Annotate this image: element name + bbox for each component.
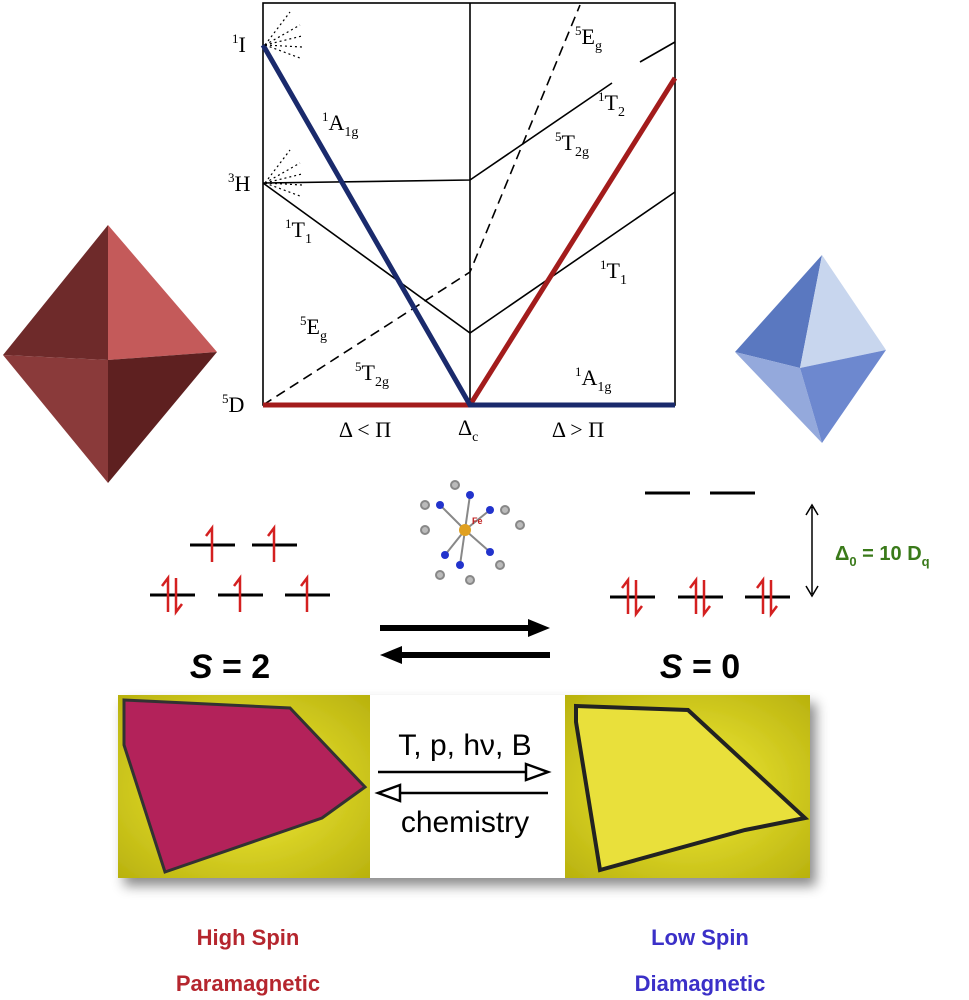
term-label: 5D bbox=[222, 391, 244, 417]
subscript: q bbox=[922, 554, 930, 569]
term-label: 5T2g bbox=[355, 359, 389, 390]
term-symbol: E bbox=[582, 24, 595, 49]
energy-diagram bbox=[260, 2, 678, 408]
term-label: 1T2 bbox=[598, 89, 625, 120]
term-label: 5T2g bbox=[555, 129, 589, 160]
label-part: = 10 D bbox=[857, 543, 922, 565]
equilibrium-arrows bbox=[380, 619, 550, 664]
subscript: 0 bbox=[849, 554, 856, 569]
term-label: Δc bbox=[458, 415, 478, 445]
term-label: 1A1g bbox=[322, 109, 358, 140]
octahedron-red bbox=[3, 225, 217, 483]
superscript: 3 bbox=[228, 170, 235, 185]
caption: Paramagnetic bbox=[176, 971, 320, 996]
term-symbol: T bbox=[562, 130, 576, 155]
subscript: c bbox=[472, 430, 478, 445]
caption: Diamagnetic bbox=[635, 971, 766, 996]
spin-state: S = 0 bbox=[660, 648, 740, 686]
molecule-label: Fe bbox=[472, 516, 483, 526]
term-label: 5Eg bbox=[575, 23, 602, 54]
term-symbol: T bbox=[362, 360, 376, 385]
superscript: 5 bbox=[222, 391, 229, 406]
term-symbol: I bbox=[239, 32, 246, 57]
term-line bbox=[262, 182, 676, 334]
electrons bbox=[161, 524, 778, 618]
term-symbol: H bbox=[235, 171, 251, 196]
term-label: 3H bbox=[228, 170, 251, 196]
term-symbol: A bbox=[582, 365, 598, 390]
term-line bbox=[639, 41, 676, 63]
superscript: 1 bbox=[575, 364, 582, 379]
term-label: 1T1 bbox=[285, 216, 312, 247]
superscript: 1 bbox=[232, 31, 239, 46]
term-label: 1A1g bbox=[575, 364, 611, 395]
subscript: g bbox=[320, 329, 327, 344]
term-line bbox=[262, 82, 613, 184]
diagram-frame bbox=[262, 2, 676, 406]
fan bbox=[264, 11, 303, 197]
region-label: Δ < Π bbox=[339, 417, 391, 442]
term-symbol: E bbox=[307, 314, 320, 339]
molecule bbox=[420, 480, 525, 585]
splitting-label: Δ0 = 10 Dq bbox=[835, 543, 930, 569]
superscript: 1 bbox=[322, 109, 329, 124]
subscript: g bbox=[595, 39, 602, 54]
subscript: 1g bbox=[597, 380, 611, 395]
term-symbol: T bbox=[605, 90, 619, 115]
superscript: 1 bbox=[600, 257, 607, 272]
superscript: 5 bbox=[355, 359, 362, 374]
superscript: 5 bbox=[575, 23, 582, 38]
term-label: 1I bbox=[232, 31, 246, 57]
high-spin-line bbox=[263, 76, 678, 408]
stimulus-arrows bbox=[374, 762, 552, 803]
subscript: 1 bbox=[620, 273, 627, 288]
superscript: 5 bbox=[555, 129, 562, 144]
superscript: 1 bbox=[285, 216, 292, 231]
term-symbol: T bbox=[607, 258, 621, 283]
term-line-dashed bbox=[262, 4, 581, 406]
spin-value: = 0 bbox=[683, 648, 741, 686]
superscript: 1 bbox=[598, 89, 605, 104]
spin-value: = 2 bbox=[213, 648, 271, 686]
spin-state: S = 2 bbox=[190, 648, 270, 686]
caption: High Spin bbox=[197, 925, 300, 950]
stimulus-label: chemistry bbox=[401, 806, 529, 839]
label-part: Δ bbox=[835, 543, 849, 565]
spin-symbol: S bbox=[190, 648, 213, 686]
photo-panel bbox=[118, 695, 810, 878]
subscript: 1 bbox=[305, 232, 312, 247]
caption: Low Spin bbox=[651, 925, 749, 950]
subscript: 2g bbox=[575, 145, 589, 160]
region-label: Δ > Π bbox=[552, 417, 604, 442]
term-symbol: T bbox=[292, 217, 306, 242]
term-label: 1T1 bbox=[600, 257, 627, 288]
superscript: 5 bbox=[300, 313, 307, 328]
subscript: 1g bbox=[344, 125, 358, 140]
term-label: 5Eg bbox=[300, 313, 327, 344]
term-symbol: A bbox=[329, 110, 345, 135]
subscript: 2g bbox=[375, 375, 389, 390]
stimulus-label: T, p, hν, B bbox=[398, 729, 531, 762]
octahedron-blue bbox=[735, 255, 886, 443]
term-symbol: D bbox=[229, 392, 245, 417]
splitting-arrow bbox=[805, 503, 819, 598]
subscript: 2 bbox=[618, 105, 625, 120]
spin-symbol: S bbox=[660, 648, 683, 686]
term-symbol: Δ bbox=[458, 415, 472, 440]
labels: 1I3H5D1A1g1T15Eg5T2g5Eg1T25T2g1T11A1gΔcΔ… bbox=[176, 23, 930, 996]
low-spin-line bbox=[260, 43, 675, 408]
